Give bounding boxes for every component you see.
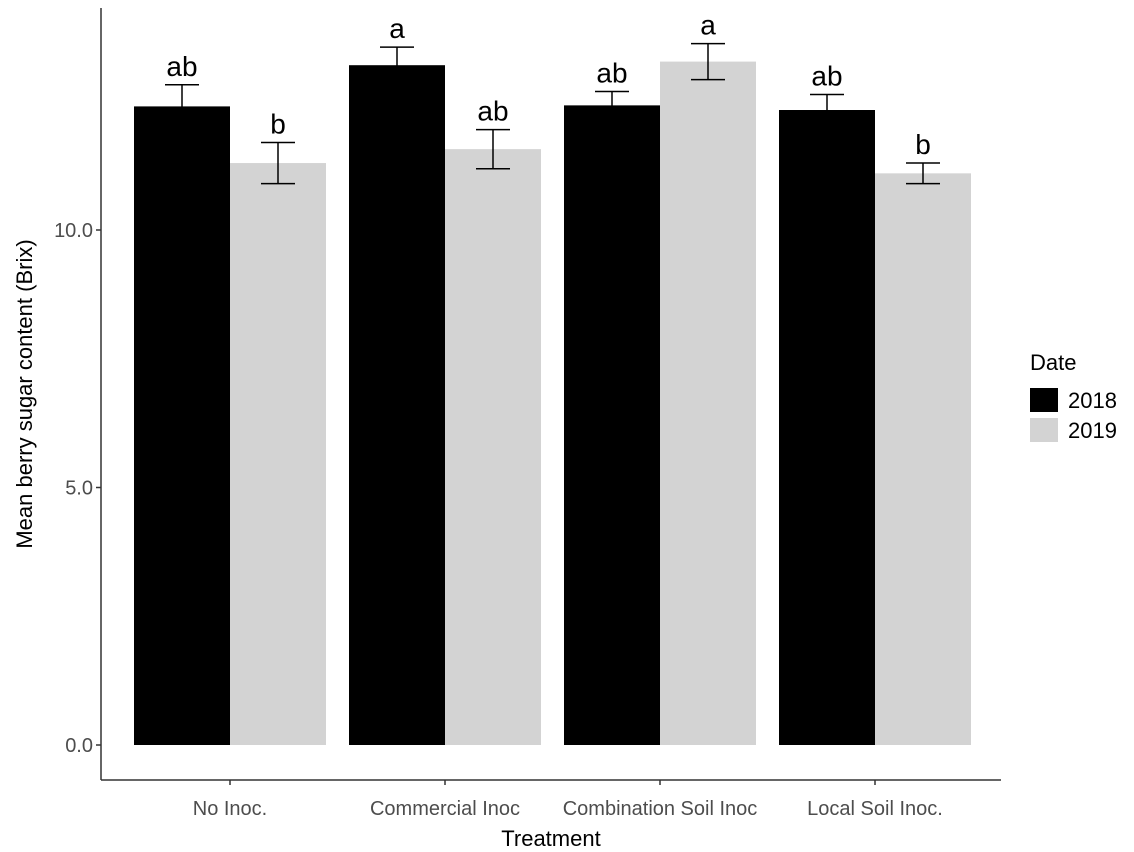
error-bar-2019-2 [691,42,725,81]
legend-label-2018: 2018 [1068,388,1117,413]
significance-label-2018-0: ab [166,51,197,82]
bar-2019-1 [445,149,541,745]
error-bar-2018-1 [380,46,414,84]
significance-label-2019-3: b [915,129,931,160]
x-tick-label-1: Commercial Inoc [370,798,520,820]
error-bar-2018-3 [810,93,844,127]
legend-title: Date [1030,350,1076,375]
legend: Date 2018 2019 [1030,350,1117,443]
significance-label-2018-3: ab [811,61,842,92]
bar-2019-0 [230,163,326,746]
error-bar-2019-3 [906,162,940,185]
error-bars-layer [165,42,940,185]
bar-2019-3 [875,173,971,746]
error-bar-2018-2 [595,90,629,121]
bar-2018-1 [349,65,445,745]
y-ticks-layer: 0.0 5.0 10.0 [54,220,101,757]
y-tick-label-2: 10.0 [54,220,93,242]
significance-label-2019-0: b [270,108,286,139]
significance-label-2019-1: ab [477,96,508,127]
error-bar-2018-0 [165,84,199,129]
significance-label-2018-2: ab [596,57,627,88]
x-axis-title: Treatment [501,826,600,851]
error-bar-2019-0 [261,141,295,185]
x-tick-label-0: No Inoc. [193,798,267,820]
y-tick-label-0: 0.0 [65,735,93,757]
legend-items: 2018 2019 [1030,388,1117,443]
x-tick-label-2: Combination Soil Inoc [563,798,758,820]
significance-label-2019-2: a [700,10,716,41]
bar-2019-2 [660,61,756,746]
y-axis-title: Mean berry sugar content (Brix) [12,239,37,548]
bar-2018-0 [134,106,230,745]
x-tick-label-3: Local Soil Inoc. [807,798,943,820]
bar-2018-3 [779,110,875,745]
significance-label-2018-1: a [389,13,405,44]
y-tick-label-1: 5.0 [65,478,93,500]
legend-swatch-2018 [1030,388,1058,412]
x-ticks-layer: No Inoc. Commercial Inoc Combination Soil … [193,780,943,820]
legend-label-2019: 2019 [1068,418,1117,443]
bar-2018-2 [564,105,660,746]
error-bar-2019-1 [476,128,510,170]
bars-layer [134,61,971,746]
legend-swatch-2019 [1030,418,1058,442]
